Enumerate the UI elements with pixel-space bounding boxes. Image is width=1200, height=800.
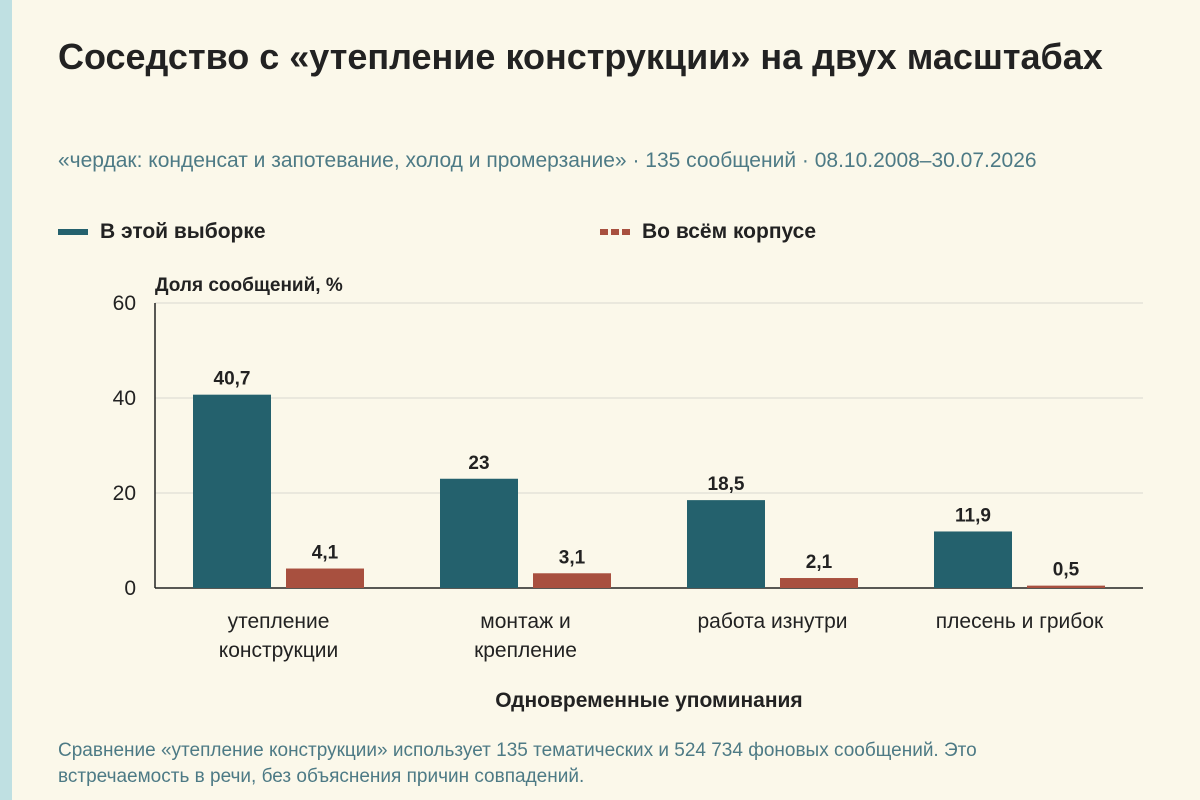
y-axis-title: Доля сообщений, % <box>155 275 343 296</box>
x-axis-title: Одновременные упоминания <box>495 689 802 712</box>
bar-corpus <box>780 578 858 588</box>
legend-swatch-corpus <box>600 229 630 235</box>
x-tick-label: плесень и грибок <box>936 610 1104 633</box>
data-label: 3,1 <box>559 547 586 568</box>
chart-subtitle: «чердак: конденсат и запотевание, холод … <box>58 149 1037 172</box>
legend-item-sample: В этой выборке <box>58 218 266 246</box>
y-tick-label: 20 <box>113 482 136 505</box>
data-label: 18,5 <box>708 474 745 495</box>
x-tick-label: крепление <box>474 639 577 662</box>
chart-title: Соседство с «утепление конструкции» на д… <box>58 36 1103 77</box>
bar-corpus <box>533 573 611 588</box>
data-label: 4,1 <box>312 543 339 564</box>
bar-sample <box>687 500 765 588</box>
data-label: 40,7 <box>214 369 251 390</box>
y-tick-label: 40 <box>113 387 136 410</box>
bar-sample <box>193 394 271 588</box>
y-tick-label: 0 <box>124 577 136 600</box>
x-tick-label: конструкции <box>219 639 338 662</box>
legend-item-corpus: Во всём корпусе <box>600 218 816 246</box>
data-label: 11,9 <box>955 505 991 526</box>
x-tick-label: работа изнутри <box>698 610 848 633</box>
y-tick-label: 60 <box>113 292 136 315</box>
bar-sample <box>934 531 1012 588</box>
bar-sample <box>440 478 518 588</box>
data-label: 23 <box>468 453 489 474</box>
x-tick-label: монтаж и <box>480 610 570 633</box>
data-label: 0,5 <box>1053 560 1080 581</box>
data-label: 2,1 <box>806 552 833 573</box>
legend-swatch-sample <box>58 229 88 235</box>
legend-label-corpus: Во всём корпусе <box>642 220 817 243</box>
legend-label-sample: В этой выборке <box>100 220 266 243</box>
chart-footnote: Сравнение «утепление конструкции» исполь… <box>58 740 977 787</box>
x-tick-label: утепление <box>228 610 330 633</box>
left-accent-strip <box>0 0 12 800</box>
bar-corpus <box>286 568 364 588</box>
bar-corpus <box>1027 585 1105 588</box>
